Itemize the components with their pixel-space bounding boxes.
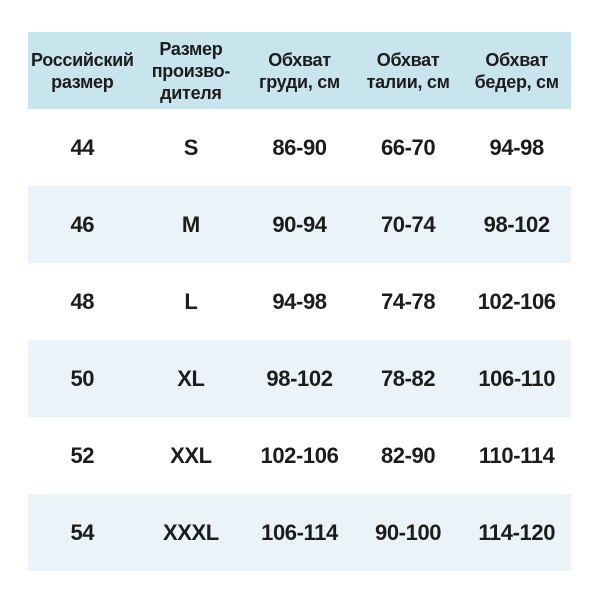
table-cell: S xyxy=(136,109,246,186)
table-cell: 90-94 xyxy=(245,186,354,263)
table-cell: 106-114 xyxy=(245,494,354,571)
table-cell: 102-106 xyxy=(245,417,354,494)
table-cell: 44 xyxy=(28,109,137,186)
table-cell: 48 xyxy=(28,263,137,340)
table-cell: 82-90 xyxy=(353,417,463,494)
table-row: 50 XL 98-102 78-82 106-110 xyxy=(28,340,571,417)
column-header-chest-cm: Обхват груди, см xyxy=(245,32,354,109)
table-cell: 114-120 xyxy=(462,494,571,571)
table-cell: L xyxy=(136,263,246,340)
header-row: Российский размер Размер произво- дителя О… xyxy=(28,32,571,109)
table-cell: 54 xyxy=(28,494,137,571)
table-cell: 98-102 xyxy=(245,340,354,417)
table-cell: M xyxy=(136,186,246,263)
table-cell: 102-106 xyxy=(462,263,571,340)
table-row: 44 S 86-90 66-70 94-98 xyxy=(28,109,571,186)
column-header-waist-cm: Обхват талии, см xyxy=(353,32,463,109)
table-cell: 52 xyxy=(28,417,137,494)
table-cell: XXL xyxy=(136,417,246,494)
table-cell: 94-98 xyxy=(462,109,571,186)
table-cell: 66-70 xyxy=(353,109,463,186)
table-cell: 74-78 xyxy=(353,263,463,340)
column-header-hips-cm: Обхват бедер, см xyxy=(462,32,571,109)
table-cell: 94-98 xyxy=(245,263,354,340)
table-cell: XXXL xyxy=(136,494,246,571)
column-header-manufacturer-size: Размер произво- дителя xyxy=(136,32,246,109)
table-cell: 110-114 xyxy=(462,417,571,494)
table-cell: 50 xyxy=(28,340,137,417)
table-cell: 106-110 xyxy=(462,340,571,417)
table-cell: 90-100 xyxy=(353,494,463,571)
size-chart-table: Российский размер Размер произво- дителя О… xyxy=(28,32,571,571)
table-row: 46 M 90-94 70-74 98-102 xyxy=(28,186,571,263)
table-row: 54 XXXL 106-114 90-100 114-120 xyxy=(28,494,571,571)
table-cell: XL xyxy=(136,340,246,417)
table-row: 48 L 94-98 74-78 102-106 xyxy=(28,263,571,340)
column-header-russian-size: Российский размер xyxy=(28,32,137,109)
table-row: 52 XXL 102-106 82-90 110-114 xyxy=(28,417,571,494)
table-cell: 46 xyxy=(28,186,137,263)
table-cell: 70-74 xyxy=(353,186,463,263)
table-cell: 86-90 xyxy=(245,109,354,186)
table-cell: 98-102 xyxy=(462,186,571,263)
table-cell: 78-82 xyxy=(353,340,463,417)
